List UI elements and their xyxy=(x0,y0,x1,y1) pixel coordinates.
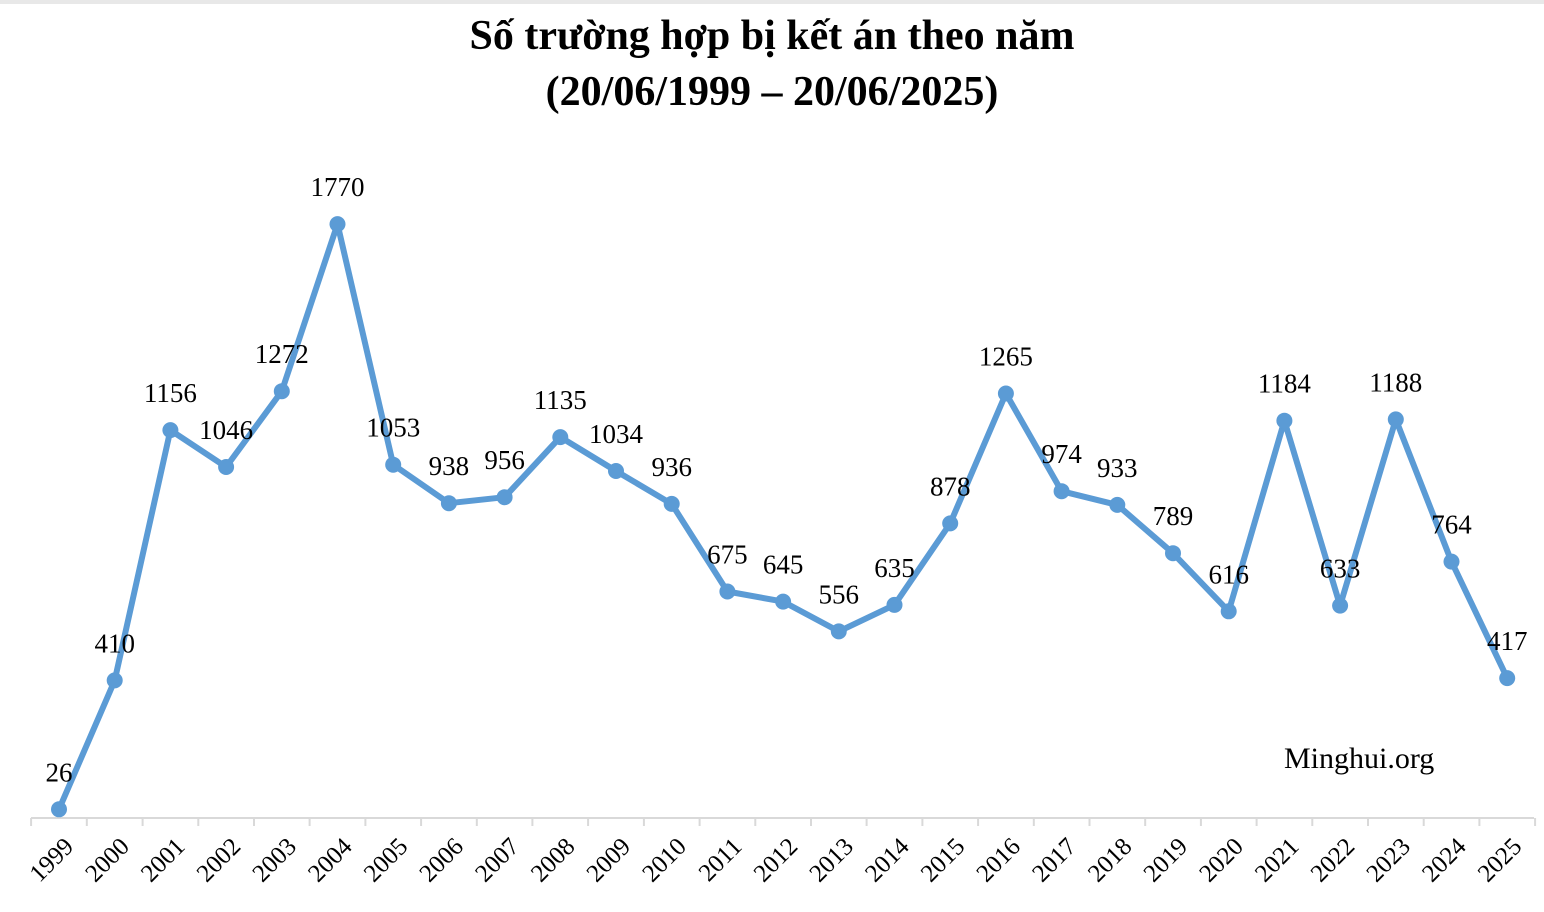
data-label-2012: 645 xyxy=(763,550,804,580)
data-point-2007 xyxy=(496,489,513,506)
data-label-2004: 1770 xyxy=(311,172,365,202)
x-tick-label-2006: 2006 xyxy=(415,833,469,887)
data-point-2017 xyxy=(1053,483,1070,500)
x-axis-tick-labels: 1999 2000 2001 2002 2003 2004 2005 2006 2007 2008… xyxy=(25,833,1528,888)
data-label-2000: 410 xyxy=(94,628,135,658)
x-tick-label-2000: 2000 xyxy=(80,833,134,887)
chart-title-line1: Số trường hợp bị kết án theo năm xyxy=(469,13,1075,59)
data-label-2010: 936 xyxy=(651,452,692,482)
data-point-2013 xyxy=(830,623,847,640)
data-label-2013: 556 xyxy=(819,579,860,609)
x-tick-label-2024: 2024 xyxy=(1417,833,1472,888)
data-point-2012 xyxy=(775,593,792,610)
data-label-2025: 417 xyxy=(1487,626,1528,656)
data-point-2015 xyxy=(942,515,959,532)
x-tick-label-2008: 2008 xyxy=(526,833,580,887)
data-label-2023: 1188 xyxy=(1369,367,1422,397)
data-point-2023 xyxy=(1387,411,1404,428)
data-label-2005: 1053 xyxy=(366,413,420,443)
data-label-2001: 1156 xyxy=(144,378,197,408)
data-point-1999 xyxy=(51,801,67,818)
x-axis xyxy=(30,817,1537,826)
data-label-2003: 1272 xyxy=(255,339,309,369)
data-point-2008 xyxy=(552,429,569,446)
x-tick-label-2014: 2014 xyxy=(860,833,915,888)
chart-title-line2: (20/06/1999 – 20/06/2025) xyxy=(545,69,999,115)
series-line-group xyxy=(56,221,1511,813)
data-label-2021: 1184 xyxy=(1258,369,1311,399)
data-point-2022 xyxy=(1332,597,1349,614)
data-point-2019 xyxy=(1165,545,1181,562)
x-tick-label-2009: 2009 xyxy=(582,833,636,887)
data-point-2024 xyxy=(1443,553,1460,570)
watermark-source: Minghui.org xyxy=(1284,742,1435,775)
data-point-2004 xyxy=(329,216,346,233)
x-tick-label-2010: 2010 xyxy=(637,833,691,887)
x-tick-label-2005: 2005 xyxy=(359,833,413,887)
x-tick-label-2017: 2017 xyxy=(1027,833,1081,887)
x-tick-label-2003: 2003 xyxy=(247,833,301,887)
x-tick-label-2011: 2011 xyxy=(694,833,748,887)
data-point-2010 xyxy=(663,495,680,512)
data-point-2002 xyxy=(218,459,235,475)
data-point-2006 xyxy=(440,495,457,512)
x-tick-label-2002: 2002 xyxy=(192,833,246,887)
data-label-2017: 974 xyxy=(1041,439,1082,469)
data-label-2002: 1046 xyxy=(199,415,253,445)
data-label-2020: 616 xyxy=(1208,559,1249,589)
x-tick-label-2015: 2015 xyxy=(916,833,970,887)
x-tick-label-2001: 2001 xyxy=(136,833,190,887)
data-point-2000 xyxy=(106,672,123,689)
data-point-2021 xyxy=(1276,412,1293,429)
top-border-rule xyxy=(0,0,1544,4)
data-point-2020 xyxy=(1220,603,1237,620)
x-tick-label-2022: 2022 xyxy=(1306,833,1360,887)
x-tick-label-2021: 2021 xyxy=(1250,833,1304,887)
x-tick-label-2020: 2020 xyxy=(1194,833,1248,887)
data-markers xyxy=(51,216,1516,818)
data-point-2025 xyxy=(1499,670,1516,687)
series-line xyxy=(56,221,1511,813)
x-tick-label-2016: 2016 xyxy=(972,833,1026,887)
data-point-2001 xyxy=(162,422,179,439)
x-tick-label-2013: 2013 xyxy=(804,833,858,887)
data-label-2006: 938 xyxy=(429,451,470,481)
x-tick-label-2023: 2023 xyxy=(1361,833,1415,887)
x-axis-ticks xyxy=(30,818,1537,826)
data-label-2022: 633 xyxy=(1320,554,1361,584)
data-point-2011 xyxy=(719,583,736,600)
data-label-2008: 1135 xyxy=(534,385,587,415)
data-point-2009 xyxy=(608,463,624,479)
data-point-2014 xyxy=(886,596,903,613)
x-tick-label-1999: 1999 xyxy=(25,833,79,887)
data-label-2007: 956 xyxy=(484,445,525,475)
x-tick-label-2007: 2007 xyxy=(470,833,524,887)
x-tick-label-2019: 2019 xyxy=(1139,833,1193,887)
x-tick-label-2018: 2018 xyxy=(1083,833,1137,887)
data-point-2018 xyxy=(1109,496,1126,513)
data-point-2003 xyxy=(273,383,290,400)
data-point-2005 xyxy=(385,456,402,473)
data-label-2016: 1265 xyxy=(979,342,1033,372)
data-label-2024: 764 xyxy=(1431,510,1472,540)
x-tick-label-2025: 2025 xyxy=(1473,833,1527,887)
x-tick-label-2012: 2012 xyxy=(749,833,803,887)
data-label-2009: 1034 xyxy=(589,419,644,449)
x-tick-label-2004: 2004 xyxy=(303,833,358,888)
data-label-2018: 933 xyxy=(1097,453,1138,483)
data-label-2019: 789 xyxy=(1153,501,1194,531)
data-label-2011: 675 xyxy=(707,540,748,570)
data-label-1999: 26 xyxy=(46,757,73,787)
data-label-2015: 878 xyxy=(930,471,971,501)
data-label-2014: 635 xyxy=(874,553,915,583)
data-point-2016 xyxy=(997,385,1014,402)
